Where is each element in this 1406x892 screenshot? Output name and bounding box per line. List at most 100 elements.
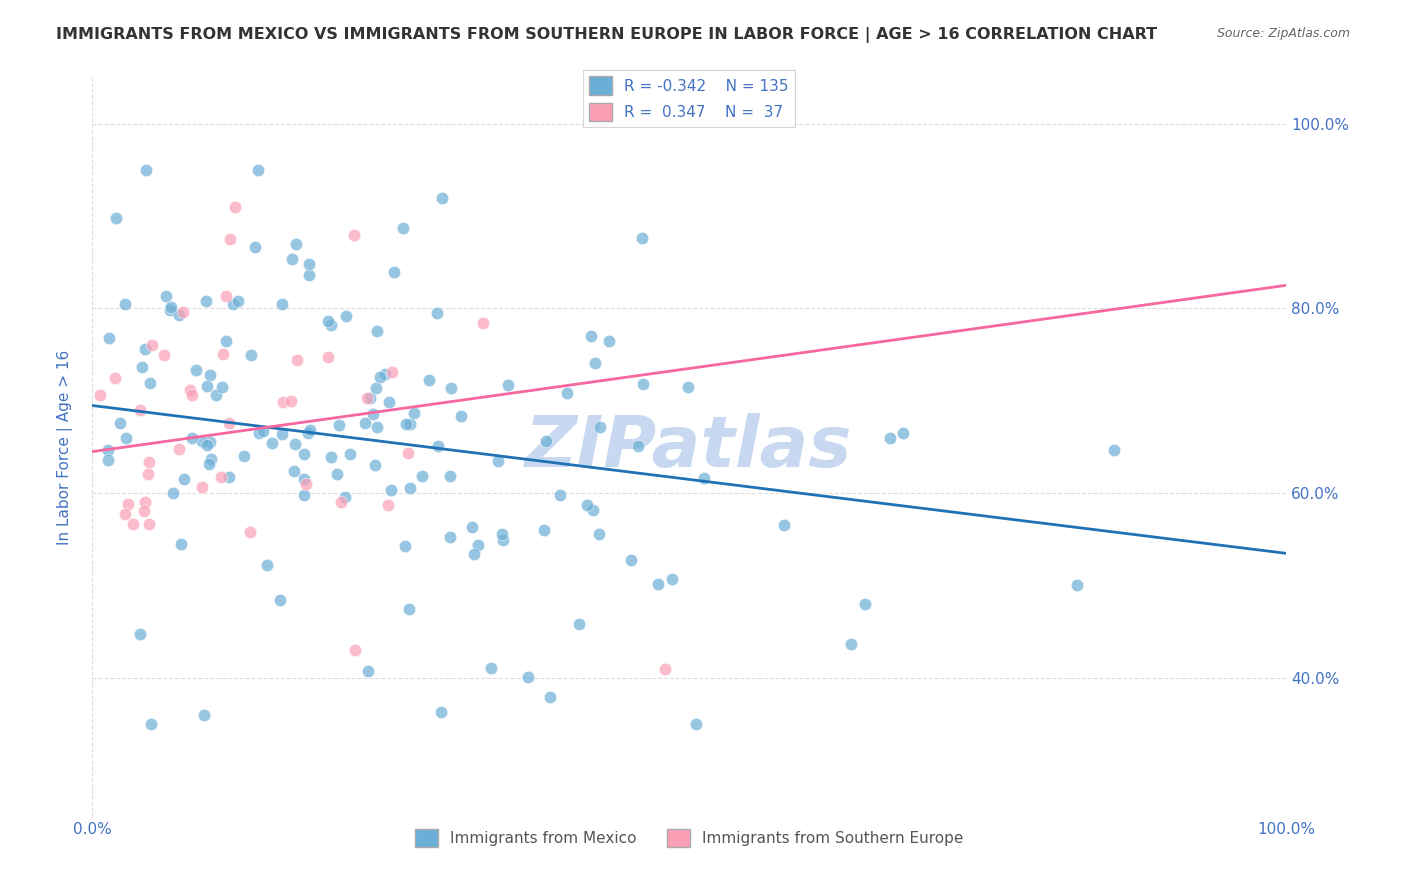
Point: [280, 393, 302, 408]
Point: [89, 388, 111, 402]
Point: [619, 553, 641, 567]
Point: [136, 467, 159, 481]
Point: [262, 435, 284, 450]
Point: [366, 420, 388, 434]
Y-axis label: In Labor Force | Age > 16: In Labor Force | Age > 16: [58, 350, 73, 545]
Point: [685, 717, 707, 731]
Point: [647, 577, 669, 591]
Point: [661, 572, 683, 586]
Point: [209, 469, 232, 483]
Point: [292, 487, 315, 501]
Point: [461, 520, 484, 534]
Point: [381, 365, 404, 379]
Point: [205, 388, 228, 402]
Point: [463, 547, 485, 561]
Point: [299, 423, 322, 437]
Point: [298, 268, 321, 283]
Point: [256, 558, 278, 572]
Point: [534, 434, 557, 448]
Legend: Immigrants from Mexico, Immigrants from Southern Europe: Immigrants from Mexico, Immigrants from …: [409, 822, 969, 854]
Point: [366, 381, 388, 395]
Point: [392, 220, 415, 235]
Point: [155, 288, 177, 302]
Point: [654, 662, 676, 676]
Point: [212, 347, 235, 361]
Point: [284, 437, 307, 451]
Point: [170, 536, 193, 550]
Point: [219, 232, 242, 246]
Point: [439, 469, 461, 483]
Point: [97, 331, 120, 345]
Point: [411, 469, 433, 483]
Point: [104, 211, 127, 225]
Point: [589, 420, 612, 434]
Point: [316, 351, 339, 365]
Point: [359, 391, 381, 405]
Point: [160, 300, 183, 314]
Point: [298, 257, 321, 271]
Point: [110, 416, 132, 430]
Point: [181, 388, 204, 402]
Point: [195, 294, 218, 309]
Point: [167, 308, 190, 322]
Point: [117, 497, 139, 511]
Point: [328, 417, 350, 432]
Point: [538, 690, 561, 704]
Point: [377, 498, 399, 512]
Point: [891, 426, 914, 441]
Point: [579, 329, 602, 343]
Point: [1102, 443, 1125, 458]
Point: [368, 369, 391, 384]
Point: [97, 443, 120, 458]
Point: [430, 705, 453, 719]
Point: [633, 377, 655, 392]
Point: [193, 708, 215, 723]
Point: [399, 417, 422, 431]
Point: [357, 664, 380, 678]
Point: [380, 483, 402, 497]
Point: [326, 467, 349, 482]
Point: [321, 450, 343, 464]
Point: [692, 471, 714, 485]
Point: [169, 442, 191, 456]
Point: [343, 227, 366, 242]
Point: [295, 476, 318, 491]
Point: [481, 661, 503, 675]
Point: [198, 368, 221, 382]
Point: [356, 392, 378, 406]
Point: [214, 334, 236, 348]
Point: [394, 539, 416, 553]
Point: [211, 380, 233, 394]
Point: [200, 452, 222, 467]
Point: [335, 310, 357, 324]
Point: [382, 265, 405, 279]
Point: [583, 356, 606, 370]
Point: [135, 162, 157, 177]
Point: [239, 524, 262, 539]
Point: [321, 318, 343, 332]
Point: [122, 516, 145, 531]
Point: [270, 297, 292, 311]
Text: Source: ZipAtlas.com: Source: ZipAtlas.com: [1216, 27, 1350, 40]
Point: [491, 526, 513, 541]
Point: [364, 458, 387, 473]
Point: [281, 252, 304, 267]
Point: [533, 523, 555, 537]
Point: [129, 626, 152, 640]
Point: [139, 717, 162, 731]
Point: [855, 597, 877, 611]
Point: [516, 670, 538, 684]
Point: [138, 455, 160, 469]
Text: IMMIGRANTS FROM MEXICO VS IMMIGRANTS FROM SOUTHERN EUROPE IN LABOR FORCE | AGE >: IMMIGRANTS FROM MEXICO VS IMMIGRANTS FRO…: [56, 27, 1157, 43]
Point: [159, 302, 181, 317]
Point: [131, 360, 153, 375]
Point: [114, 297, 136, 311]
Point: [450, 409, 472, 423]
Point: [141, 338, 163, 352]
Point: [576, 498, 599, 512]
Point: [426, 306, 449, 320]
Point: [555, 386, 578, 401]
Point: [285, 353, 308, 368]
Point: [228, 293, 250, 308]
Text: ZIPatlas: ZIPatlas: [526, 413, 852, 482]
